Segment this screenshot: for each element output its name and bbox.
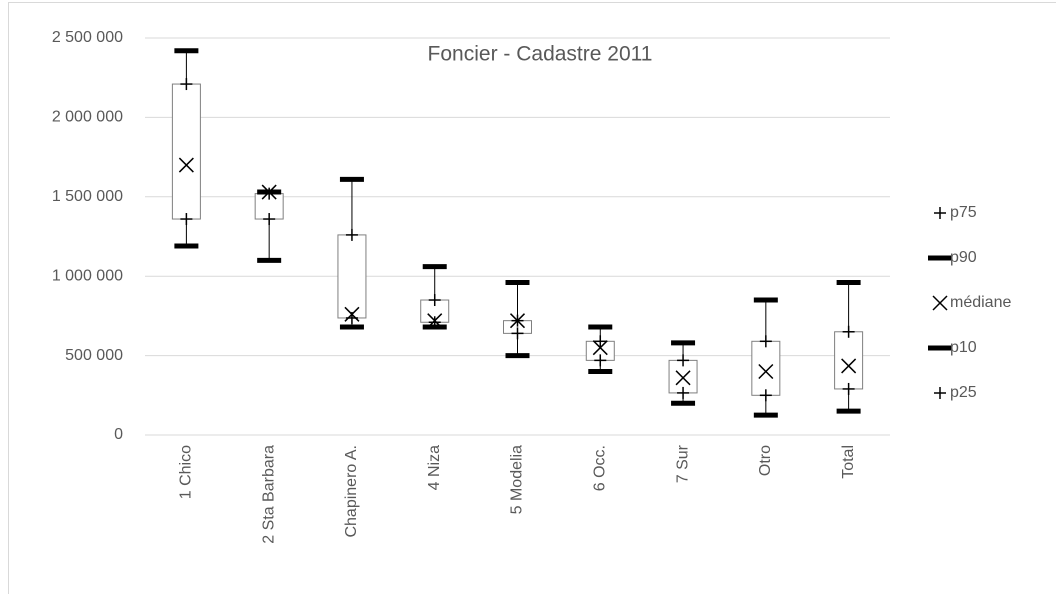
marker-x <box>178 157 194 173</box>
marker-plus <box>180 213 193 226</box>
marker-stroke <box>592 340 608 356</box>
legend-label: p25 <box>950 384 977 401</box>
box <box>171 83 201 220</box>
marker-plus <box>594 335 607 348</box>
box <box>834 331 864 390</box>
marker-x <box>592 340 608 356</box>
legend-marker <box>934 387 946 399</box>
box <box>337 234 367 319</box>
marker-plus <box>345 311 358 324</box>
marker-x <box>675 370 691 386</box>
marker-plus <box>677 354 690 367</box>
marker-stroke <box>758 363 774 380</box>
marker-plus <box>180 78 193 91</box>
legend-label: p90 <box>950 249 977 266</box>
marker-stroke <box>675 370 691 386</box>
marker-plus <box>842 382 855 395</box>
marker-x <box>758 363 774 380</box>
legend-marker <box>934 207 946 219</box>
x-tick-label: 6 Occ. <box>591 445 608 491</box>
y-tick-label: 500 000 <box>65 347 123 364</box>
marker-plus <box>263 213 276 226</box>
x-tick-label: Total <box>840 445 857 479</box>
x-tick-label: 2 Sta Barbara <box>260 445 277 544</box>
x-tick-label: Otro <box>757 445 774 476</box>
y-tick-label: 2 500 000 <box>52 29 123 46</box>
y-tick-label: 1 000 000 <box>52 267 123 284</box>
marker-plus <box>759 389 772 402</box>
marker-stroke <box>509 313 526 329</box>
marker-x <box>509 313 526 329</box>
legend-label: médiane <box>950 294 1011 311</box>
marker-x <box>261 184 277 200</box>
legend-marker <box>932 295 948 311</box>
marker-stroke <box>178 157 194 173</box>
marker-plus <box>759 335 772 348</box>
marker-plus <box>428 294 441 307</box>
legend-label: p75 <box>950 204 977 221</box>
marker-plus <box>677 386 690 399</box>
x-tick-label: Chapinero A. <box>343 445 360 538</box>
marker-plus <box>594 354 607 367</box>
x-tick-label: 1 Chico <box>178 445 195 499</box>
marker-plus <box>842 325 855 338</box>
box <box>751 340 781 396</box>
chart-frame <box>8 2 1056 594</box>
marker-plus <box>345 228 358 241</box>
legend-label: p10 <box>950 339 977 356</box>
marker-stroke <box>932 295 948 311</box>
chart-title: Foncier - Cadastre 2011 <box>428 43 653 66</box>
y-tick-label: 2 000 000 <box>52 109 123 126</box>
marker-plus <box>428 316 441 329</box>
marker-stroke <box>841 358 857 374</box>
x-tick-label: 5 Modelia <box>509 445 526 514</box>
marker-stroke <box>261 184 277 200</box>
marker-plus <box>511 327 524 340</box>
y-tick-label: 0 <box>114 426 123 443</box>
y-tick-label: 1 500 000 <box>52 188 123 205</box>
marker-x <box>841 358 857 374</box>
x-tick-label: 7 Sur <box>674 444 691 483</box>
x-tick-label: 4 Niza <box>426 445 443 490</box>
